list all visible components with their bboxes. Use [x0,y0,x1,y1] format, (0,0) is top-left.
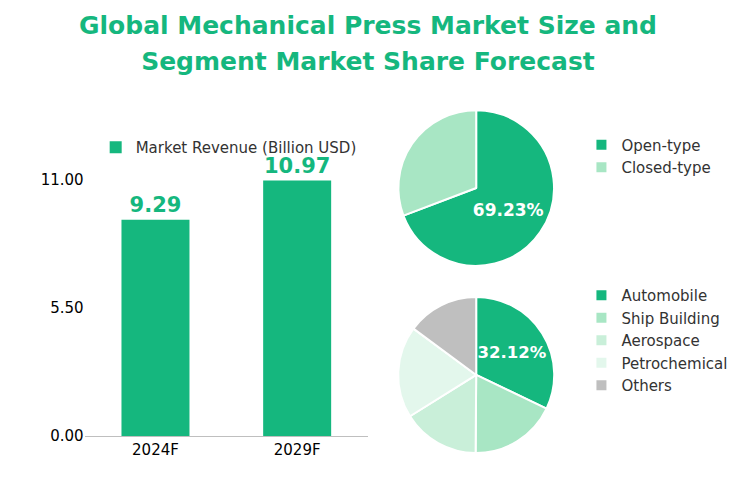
svg-text:Automobile: Automobile [621,287,707,305]
svg-text:32.12%: 32.12% [478,343,547,362]
svg-text:5.50: 5.50 [50,299,83,317]
svg-text:2024F: 2024F [132,441,179,459]
svg-text:10.97: 10.97 [264,154,330,178]
svg-text:69.23%: 69.23% [473,200,544,220]
svg-text:Ship Building: Ship Building [621,310,719,328]
svg-text:Closed-type: Closed-type [621,159,710,177]
svg-text:Aerospace: Aerospace [621,332,699,350]
svg-text:Petrochemical: Petrochemical [621,355,727,373]
svg-text:Market Revenue (Billion USD): Market Revenue (Billion USD) [136,139,357,157]
svg-text:9.29: 9.29 [130,193,182,217]
svg-text:Open-type: Open-type [621,137,700,155]
svg-text:11.00: 11.00 [41,171,84,189]
svg-text:2029F: 2029F [274,441,321,459]
svg-text:0.00: 0.00 [50,427,83,445]
html-text:Global Mechanical Press Market: Global Mechanical Press Market Size and … [79,11,657,76]
svg-text:Others: Others [621,377,672,395]
